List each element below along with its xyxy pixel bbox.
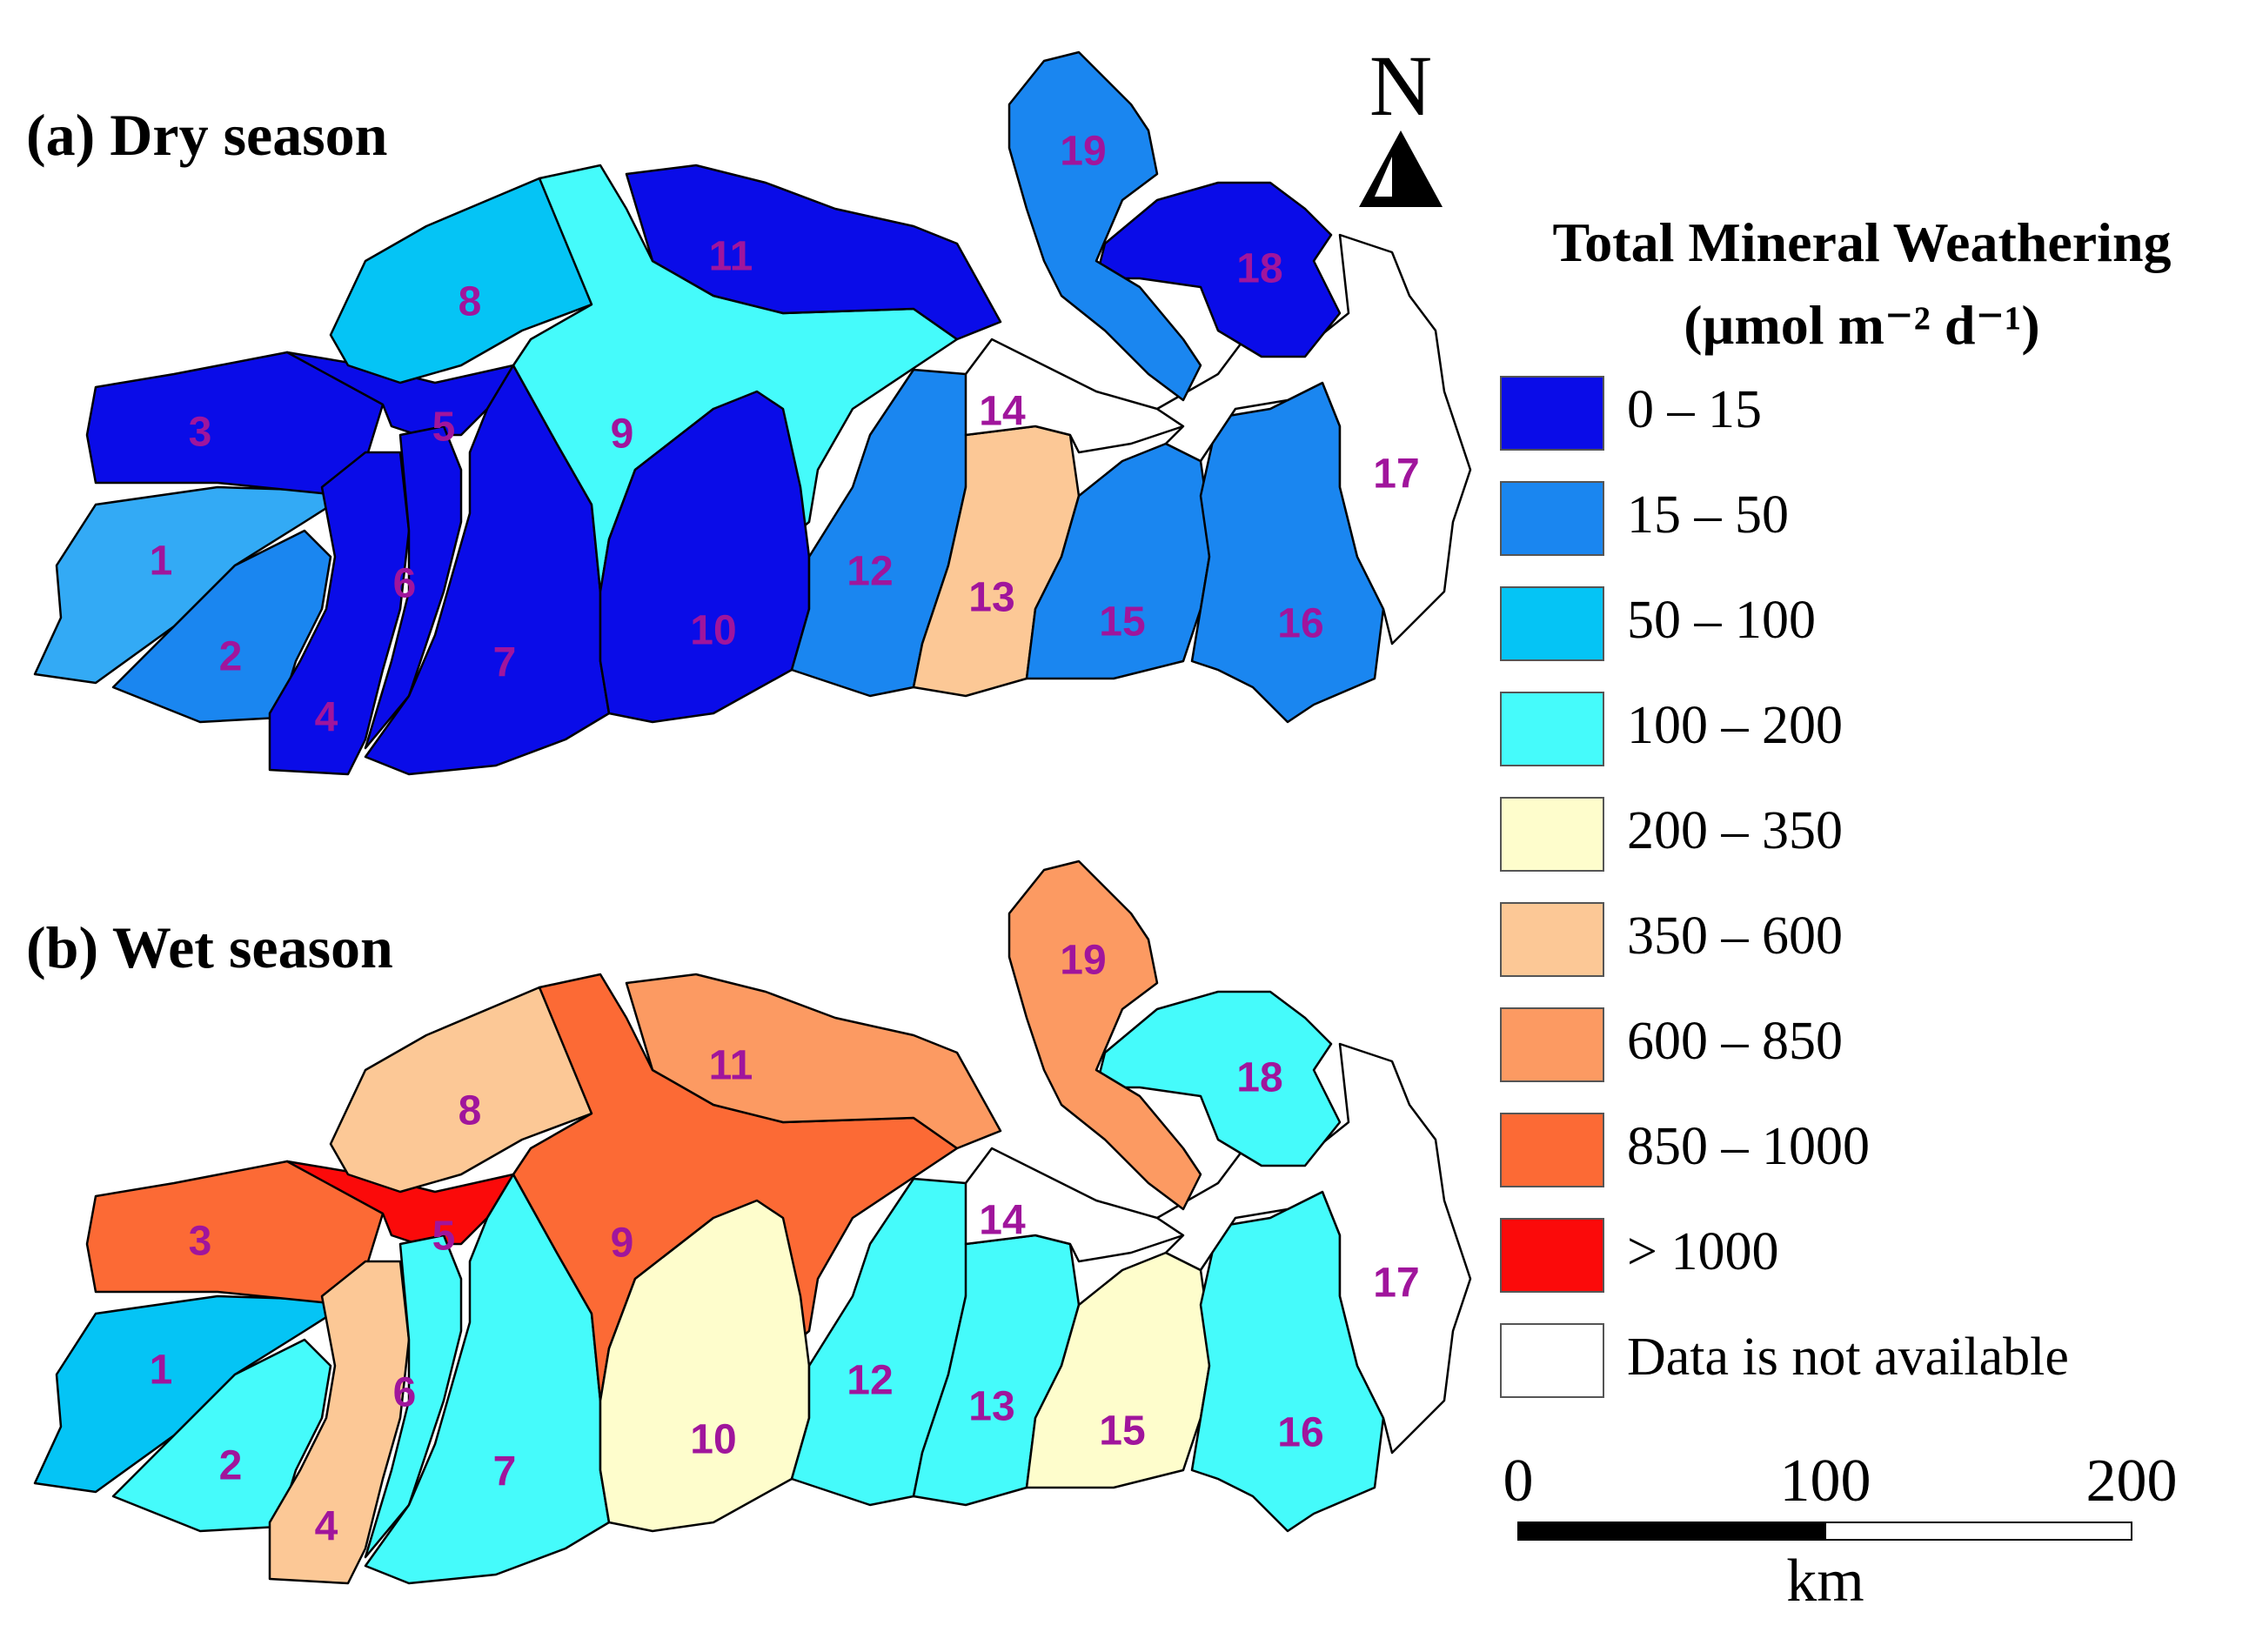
legend-swatch-7: [1500, 1113, 1604, 1187]
region-label-8: 8: [459, 1088, 482, 1134]
region-label-19: 19: [1060, 129, 1106, 175]
legend-swatch-3: [1500, 692, 1604, 766]
legend-label-5: 350 – 600: [1627, 906, 1843, 966]
region-label-2: 2: [219, 1443, 243, 1489]
region-label-17: 17: [1373, 1261, 1419, 1307]
legend-label-0: 0 – 15: [1627, 380, 1762, 439]
legend-title-line1: Total Mineral Weathering: [1552, 211, 2171, 273]
region-18: [1095, 990, 1342, 1167]
legend-swatch-4: [1500, 797, 1604, 872]
region-label-7: 7: [493, 640, 517, 686]
legend-swatch-9: [1500, 1323, 1604, 1398]
scale-bar-black-segment: [1517, 1522, 1826, 1541]
scale-unit: km: [1786, 1548, 1864, 1615]
north-arrow-inner-icon: [1375, 157, 1392, 197]
region-11: [625, 973, 1002, 1150]
region-label-1: 1: [150, 1348, 173, 1394]
region-label-7: 7: [493, 1449, 517, 1495]
region-label-4: 4: [315, 1504, 338, 1550]
region-label-9: 9: [611, 1221, 634, 1267]
region-label-5: 5: [432, 1214, 456, 1260]
scale-tick-200: 200: [2086, 1448, 2178, 1515]
legend-swatch-0: [1500, 376, 1604, 451]
region-19: [1008, 50, 1202, 402]
region-label-12: 12: [847, 549, 893, 595]
region-14: [964, 1147, 1185, 1263]
region-label-18: 18: [1236, 1055, 1282, 1101]
region-label-10: 10: [690, 608, 736, 654]
region-17: [1155, 233, 1472, 645]
legend-label-9: Data is not available: [1627, 1328, 2069, 1387]
region-label-8: 8: [459, 279, 482, 325]
region-label-10: 10: [690, 1417, 736, 1463]
region-label-1: 1: [150, 538, 173, 585]
legend-swatch-2: [1500, 586, 1604, 661]
legend-label-1: 15 – 50: [1627, 485, 1789, 545]
region-label-13: 13: [968, 575, 1014, 621]
region-label-19: 19: [1060, 938, 1106, 984]
region-19: [1008, 859, 1202, 1211]
legend-label-4: 200 – 350: [1627, 801, 1843, 860]
region-label-11: 11: [709, 1043, 753, 1089]
region-label-9: 9: [611, 411, 634, 458]
region-4: [268, 1260, 411, 1585]
legend-label-8: > 1000: [1627, 1222, 1778, 1281]
region-label-16: 16: [1277, 1410, 1323, 1456]
region-label-6: 6: [393, 561, 417, 607]
legend-label-6: 600 – 850: [1627, 1012, 1843, 1071]
region-label-15: 15: [1099, 599, 1145, 645]
region-4: [268, 451, 411, 776]
legend-label-3: 100 – 200: [1627, 696, 1843, 755]
region-6: [364, 425, 463, 750]
region-label-18: 18: [1236, 246, 1282, 292]
region-11: [625, 164, 1002, 341]
region-2: [111, 1338, 332, 1533]
legend-swatch-6: [1500, 1007, 1604, 1082]
region-label-6: 6: [393, 1370, 417, 1416]
north-arrow-icon: [1359, 130, 1443, 207]
region-label-14: 14: [979, 389, 1026, 435]
legend-label-7: 850 – 1000: [1627, 1117, 1870, 1176]
region-label-12: 12: [847, 1358, 893, 1404]
legend-swatch-8: [1500, 1218, 1604, 1293]
legend-swatch-5: [1500, 902, 1604, 977]
region-18: [1095, 181, 1342, 358]
region-6: [364, 1234, 463, 1559]
scale-tick-100: 100: [1780, 1448, 1871, 1515]
north-arrow-label: N: [1369, 37, 1432, 134]
region-label-16: 16: [1277, 601, 1323, 647]
region-17: [1155, 1042, 1472, 1455]
legend-swatch-1: [1500, 481, 1604, 556]
region-label-3: 3: [189, 410, 212, 456]
region-label-13: 13: [968, 1384, 1014, 1430]
scale-bar: 0 100 200 km: [1503, 1448, 2178, 1615]
legend: Total Mineral Weathering (µmol m⁻² d⁻¹) …: [1500, 211, 2172, 1398]
region-14: [964, 338, 1185, 454]
region-label-3: 3: [189, 1219, 212, 1265]
region-label-15: 15: [1099, 1408, 1145, 1455]
scale-bar-white-segment: [1824, 1522, 2132, 1541]
legend-title-line2: (µmol m⁻² d⁻¹): [1684, 294, 2039, 356]
region-2: [111, 529, 332, 724]
legend-label-2: 50 – 100: [1627, 591, 1816, 650]
region-label-4: 4: [315, 695, 338, 741]
panel-a-title: (a) Dry season: [26, 102, 388, 168]
region-label-5: 5: [432, 405, 456, 451]
region-label-2: 2: [219, 634, 243, 680]
north-arrow: N: [1359, 37, 1443, 207]
region-label-11: 11: [709, 234, 753, 280]
panel-b-title: (b) Wet season: [26, 914, 393, 980]
region-label-14: 14: [979, 1198, 1026, 1244]
scale-tick-0: 0: [1503, 1448, 1534, 1515]
region-label-17: 17: [1373, 451, 1419, 498]
